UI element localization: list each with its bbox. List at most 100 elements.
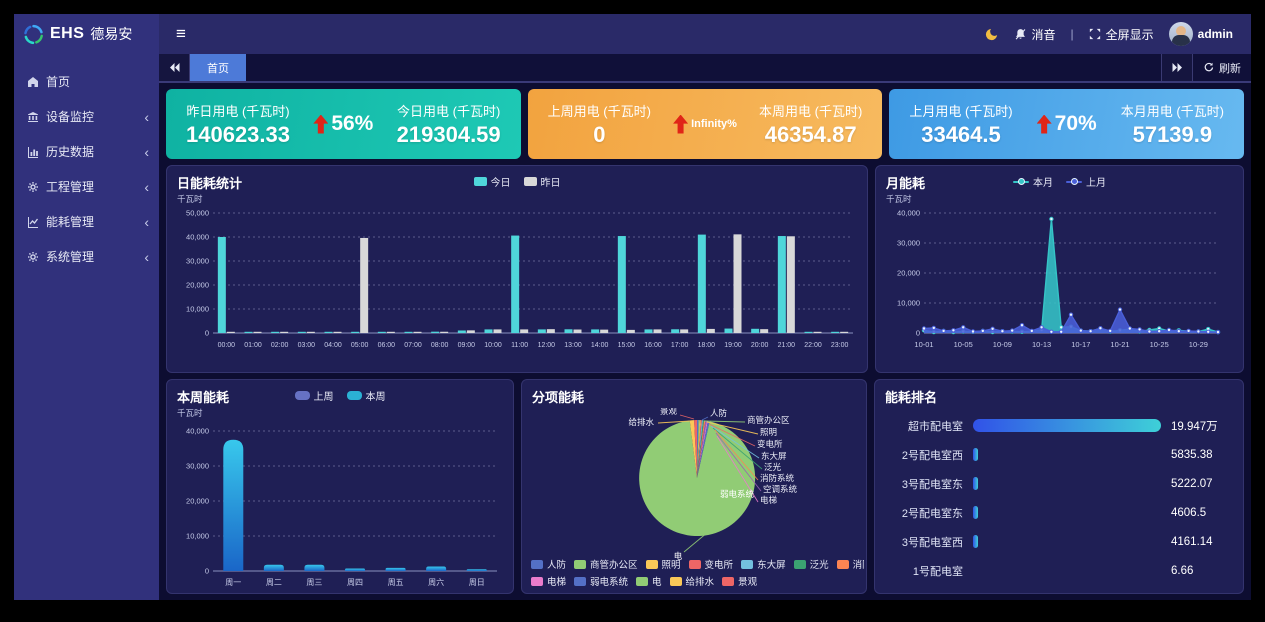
ranking-value: 5835.38 <box>1171 448 1213 461</box>
legend-item[interactable]: 今日 <box>473 174 511 189</box>
legend-item[interactable]: 本周 <box>346 388 386 403</box>
kpi-label: 今日用电 (千瓦时) <box>397 103 501 119</box>
sidebar-item-device-monitor[interactable]: 设备监控 ‹ <box>14 99 159 134</box>
legend-swatch <box>523 177 537 186</box>
svg-text:19:00: 19:00 <box>724 342 742 349</box>
legend-swatch <box>346 391 362 400</box>
svg-text:弱电系统: 弱电系统 <box>720 489 755 499</box>
legend-swatch <box>531 559 543 569</box>
ranking-bar-track <box>973 448 1161 461</box>
tabs-scroll-left-button[interactable] <box>159 54 190 81</box>
chevron-left-icon: ‹ <box>144 108 149 125</box>
panel-subitem-energy: 分项能耗 人防 商管办公区 照明 变电所 东大屏 泛光 消防系统 空调系统 电梯 弱电系统电给排水… <box>521 379 867 594</box>
mute-button[interactable]: 消音 <box>1014 26 1056 43</box>
sidebar-item-home[interactable]: 首页 <box>14 64 159 99</box>
ranking-value: 19.947万 <box>1171 420 1218 433</box>
topbar: ≡ 消音 | 全屏显示 admin <box>159 14 1251 54</box>
legend-swatch <box>531 576 543 586</box>
legend-item[interactable]: 本月 <box>1013 174 1053 189</box>
svg-text:0: 0 <box>205 567 209 576</box>
home-icon <box>28 76 38 87</box>
sidebar-item-history-data[interactable]: 历史数据 ‹ <box>14 134 159 169</box>
legend-item[interactable]: 消防系统 <box>836 557 864 571</box>
chevron-left-icon: ‹ <box>144 248 149 265</box>
ranking-row: 1号配电室 6.66 <box>885 560 1233 581</box>
legend-swatch <box>473 177 487 186</box>
svg-text:03:00: 03:00 <box>298 342 316 349</box>
sidebar-item-label: 能耗管理 <box>46 215 95 229</box>
svg-text:空调系统: 空调系统 <box>763 484 798 494</box>
svg-text:东大屏: 东大屏 <box>761 451 787 461</box>
svg-text:景观: 景观 <box>660 408 678 416</box>
legend-item[interactable]: 弱电系统 <box>574 574 628 588</box>
svg-text:09:00: 09:00 <box>458 342 476 349</box>
legend-label: 泛光 <box>809 560 829 571</box>
legend-item[interactable]: 电 <box>636 574 662 588</box>
legend-item[interactable]: 照明 <box>645 557 681 571</box>
legend-label: 消防系统 <box>852 560 864 571</box>
mute-label: 消音 <box>1031 27 1056 42</box>
legend-label: 昨日 <box>540 178 561 189</box>
middle-row: 日能耗统计 千瓦时 今日 昨日 0 10,000 20,000 30,000 40,000… <box>166 165 1244 373</box>
legend-item[interactable]: 给排水 <box>669 574 715 588</box>
kpi-label: 上月用电 (千瓦时) <box>909 103 1013 119</box>
refresh-button[interactable]: 刷新 <box>1192 54 1251 81</box>
panel-title: 日能耗统计 <box>177 176 243 191</box>
history-data-icon <box>28 146 38 158</box>
svg-text:周六: 周六 <box>428 577 444 587</box>
legend-item[interactable]: 人防 <box>531 557 566 571</box>
chevron-left-icon: ‹ <box>144 178 149 195</box>
up-arrow-icon <box>313 114 329 134</box>
legend-label: 今日 <box>490 178 511 189</box>
sidebar-item-engineering[interactable]: 工程管理 ‹ <box>14 169 159 204</box>
svg-text:17:00: 17:00 <box>671 342 689 349</box>
legend-line-marker <box>1066 178 1082 185</box>
kpi-value: 219304.59 <box>396 121 501 147</box>
legend-label: 电 <box>652 577 662 588</box>
fullscreen-button[interactable]: 全屏显示 <box>1089 26 1154 43</box>
svg-text:23:00: 23:00 <box>831 342 849 349</box>
svg-text:0: 0 <box>916 329 920 338</box>
topbar-divider: | <box>1070 27 1074 41</box>
svg-text:50,000: 50,000 <box>186 209 209 218</box>
theme-moon-icon[interactable] <box>984 27 999 42</box>
legend-item[interactable]: 上周 <box>294 388 334 403</box>
kpi-value: 57139.9 <box>1132 121 1213 147</box>
double-left-arrow-icon <box>169 63 179 72</box>
legend-item[interactable]: 景观 <box>722 574 757 588</box>
svg-text:泛光: 泛光 <box>764 462 782 472</box>
legend-swatch <box>836 559 849 569</box>
legend-label: 上周 <box>313 392 334 403</box>
ranking-label: 2号配电室西 <box>901 449 963 462</box>
legend-label: 本周 <box>365 392 386 403</box>
legend-item[interactable]: 变电所 <box>688 557 733 571</box>
sidebar-item-energy[interactable]: 能耗管理 ‹ <box>14 204 159 239</box>
legend-swatch <box>574 559 587 569</box>
tab-home[interactable]: 首页 <box>190 54 246 81</box>
svg-text:40,000: 40,000 <box>186 233 209 242</box>
svg-text:商管办公区: 商管办公区 <box>747 415 790 425</box>
svg-text:变电所: 变电所 <box>757 439 783 449</box>
legend-label: 给排水 <box>685 577 715 588</box>
legend-item[interactable]: 东大屏 <box>741 557 786 571</box>
legend-item[interactable]: 商管办公区 <box>574 557 638 571</box>
legend-item[interactable]: 上月 <box>1066 174 1106 189</box>
legend-item[interactable]: 泛光 <box>793 557 829 571</box>
sidebar-item-system[interactable]: 系统管理 ‹ <box>14 239 159 274</box>
legend-item[interactable]: 昨日 <box>523 174 561 189</box>
y-axis-unit: 千瓦时 <box>886 194 912 204</box>
kpi-label: 本月用电 (千瓦时) <box>1120 103 1224 119</box>
kpi-label: 本周用电 (千瓦时) <box>759 103 863 119</box>
user-menu[interactable]: admin <box>1168 22 1233 46</box>
hamburger-menu-icon[interactable]: ≡ <box>176 24 186 43</box>
svg-text:周日: 周日 <box>469 578 485 587</box>
panel-title: 月能耗 <box>886 176 926 191</box>
app-window: EHS 德易安 首页 设备监控 ‹ 历史数据 ‹ 工程管理 ‹ <box>14 14 1251 600</box>
sidebar-item-label: 首页 <box>46 75 71 89</box>
legend-item[interactable]: 电梯 <box>531 574 566 588</box>
tabs-scroll-right-button[interactable] <box>1161 54 1192 81</box>
ranking-row: 3号配电室西 4161.14 <box>885 531 1233 552</box>
